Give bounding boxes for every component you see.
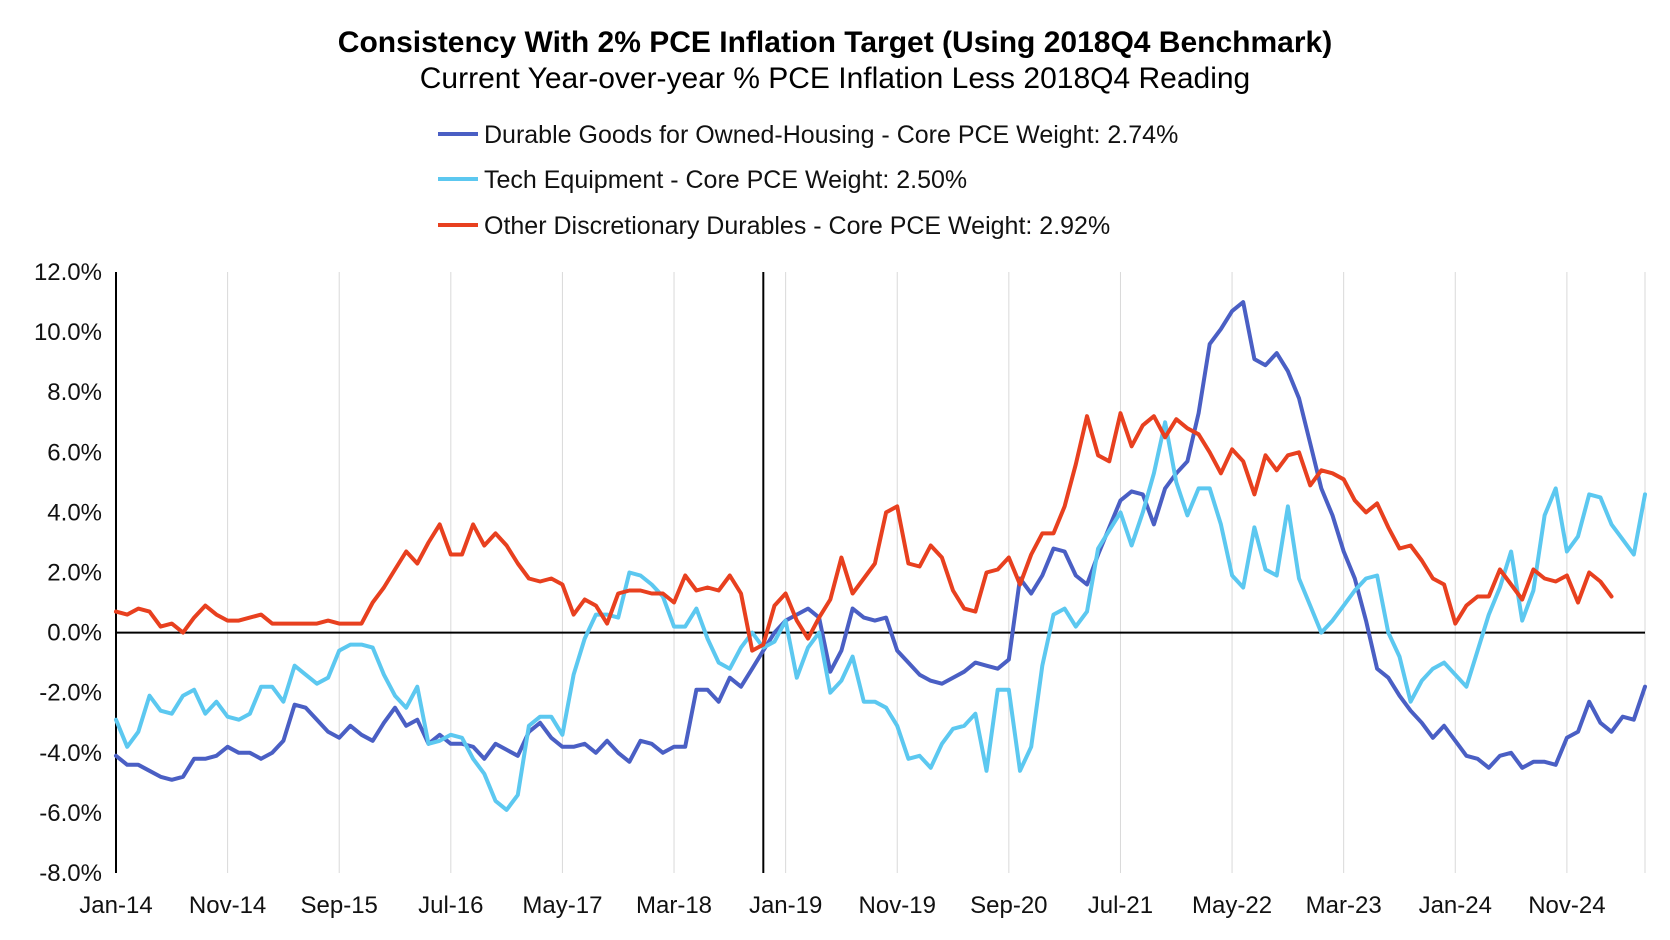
y-tick-label: 12.0%: [34, 259, 102, 286]
y-tick-label: 4.0%: [47, 499, 102, 526]
x-tick-label: Jan-14: [79, 892, 152, 919]
x-tick-label: Jan-19: [749, 892, 822, 919]
x-tick-label: Jul-21: [1088, 892, 1153, 919]
legend: Durable Goods for Owned-Housing - Core P…: [438, 121, 1178, 240]
y-tick-label: 0.0%: [47, 620, 102, 647]
y-tick-label: -8.0%: [39, 860, 102, 887]
x-tick-label: Nov-19: [859, 892, 936, 919]
x-tick-label: Nov-24: [1528, 892, 1605, 919]
legend-label-tech-equipment: Tech Equipment - Core PCE Weight: 2.50%: [484, 166, 967, 194]
y-tick-label: -4.0%: [39, 740, 102, 767]
series-line-other-durables: [114, 411, 1614, 653]
y-tick-label: -6.0%: [39, 800, 102, 827]
y-tick-label: 10.0%: [34, 319, 102, 346]
x-tick-label: May-22: [1192, 892, 1272, 919]
x-tick-label: Sep-15: [301, 892, 378, 919]
x-tick-label: Mar-18: [636, 892, 712, 919]
chart-subtitle: Current Year-over-year % PCE Inflation L…: [420, 62, 1250, 95]
x-tick-label: May-17: [522, 892, 602, 919]
y-tick-label: 8.0%: [47, 379, 102, 406]
x-tick-label: Mar-23: [1306, 892, 1382, 919]
series-line-tech-equipment: [114, 420, 1647, 812]
y-tick-label: 6.0%: [47, 439, 102, 466]
legend-label-durable-goods: Durable Goods for Owned-Housing - Core P…: [484, 121, 1178, 149]
x-tick-label: Jul-16: [418, 892, 483, 919]
y-tick-label: -2.0%: [39, 680, 102, 707]
legend-item-other-durables: Other Discretionary Durables - Core PCE …: [438, 212, 1110, 240]
legend-label-other-durables: Other Discretionary Durables - Core PCE …: [484, 212, 1110, 240]
plot-area: Jan-14 Nov-14 Sep-15 Jul-16 May-17 Mar-18 Jan-…: [34, 259, 1647, 919]
legend-item-tech-equipment: Tech Equipment - Core PCE Weight: 2.50%: [438, 166, 967, 194]
y-tick-label: 2.0%: [47, 560, 102, 587]
x-tick-label: Nov-14: [189, 892, 266, 919]
x-tick-label: Sep-20: [970, 892, 1047, 919]
x-tick-label: Jan-24: [1419, 892, 1492, 919]
chart-title: Consistency With 2% PCE Inflation Target…: [338, 26, 1332, 59]
series-line-durable-goods: [114, 300, 1647, 782]
legend-item-durable-goods: Durable Goods for Owned-Housing - Core P…: [438, 121, 1178, 149]
